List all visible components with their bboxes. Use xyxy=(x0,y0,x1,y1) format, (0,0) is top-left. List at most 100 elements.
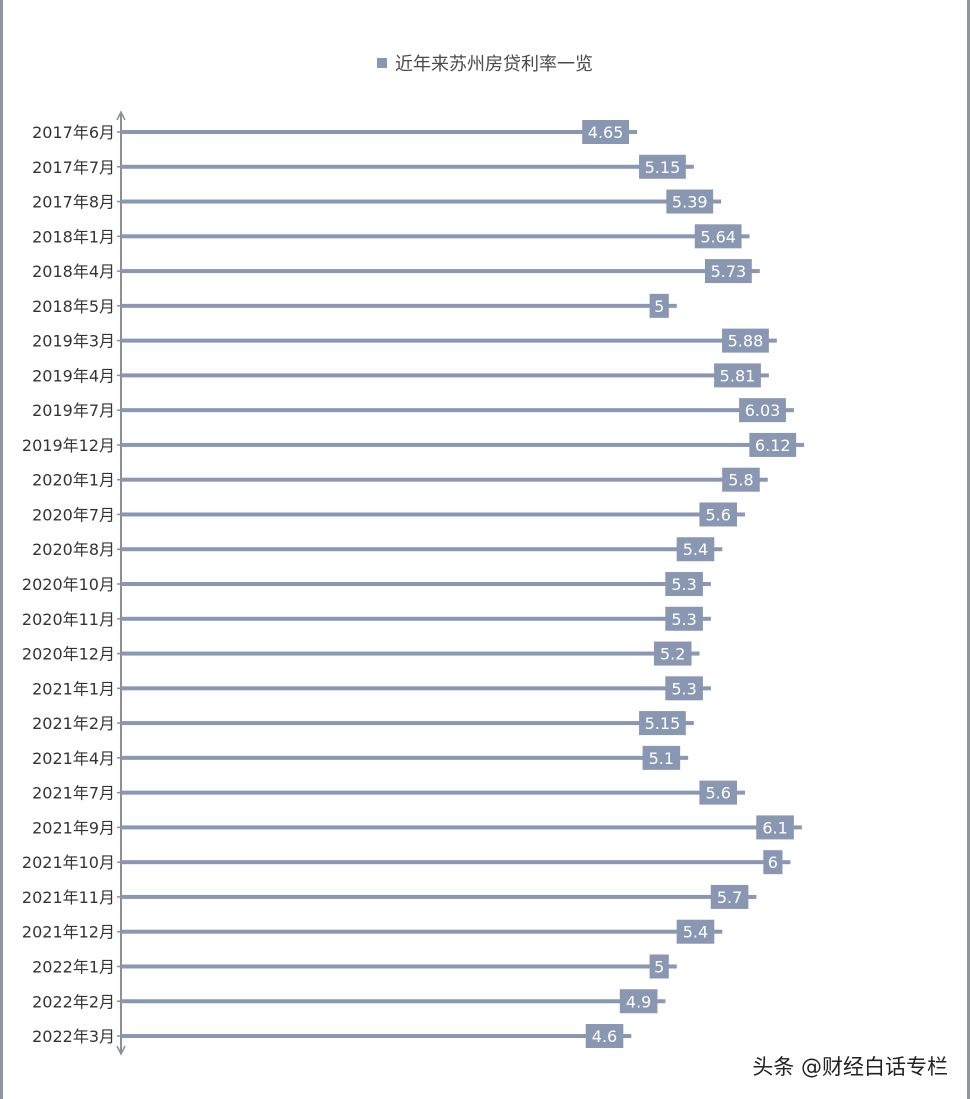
data-label-box xyxy=(722,328,769,353)
data-label-box xyxy=(582,120,629,144)
category-tick-label: 2020年12月 xyxy=(22,645,115,664)
bar xyxy=(121,721,694,726)
data-label-box xyxy=(694,224,742,249)
data-label-box xyxy=(704,259,752,284)
data-label: 5.4 xyxy=(683,540,708,559)
bar xyxy=(121,686,711,691)
bar xyxy=(121,651,700,656)
bar xyxy=(121,755,689,760)
category-tick-label: 2021年4月 xyxy=(32,749,115,768)
bar xyxy=(121,1034,632,1039)
data-label-box xyxy=(710,884,749,909)
category-tick-label: 2020年8月 xyxy=(32,540,115,559)
data-label-box xyxy=(585,1024,624,1049)
data-label: 5.15 xyxy=(645,158,681,177)
bar xyxy=(121,338,777,343)
category-tick-label: 2020年11月 xyxy=(22,610,115,629)
category-tick-label: 2019年3月 xyxy=(32,332,115,351)
data-label-box xyxy=(639,711,686,736)
bar xyxy=(121,408,794,413)
data-label-box xyxy=(666,189,714,214)
bar xyxy=(121,790,746,795)
category-tick-label: 2017年7月 xyxy=(32,158,115,177)
data-label-box xyxy=(676,919,715,944)
bar xyxy=(121,442,805,447)
bar xyxy=(121,373,769,378)
bar xyxy=(121,477,768,482)
y-axis-arrow-bottom xyxy=(116,1045,126,1056)
data-label: 5 xyxy=(654,297,664,316)
data-label: 6.12 xyxy=(755,436,791,455)
data-label-box xyxy=(699,780,738,805)
data-label: 5.7 xyxy=(717,888,742,907)
watermark: 头条 @财经白话专栏 xyxy=(752,1055,948,1079)
category-tick-label: 2019年12月 xyxy=(22,436,115,455)
category-tick-label: 2018年1月 xyxy=(32,227,115,246)
bar xyxy=(121,234,750,239)
data-label: 4.9 xyxy=(626,992,651,1011)
data-label-box xyxy=(676,537,715,562)
data-label: 5.6 xyxy=(705,784,730,803)
data-label: 5.8 xyxy=(728,471,753,490)
data-label: 5.88 xyxy=(728,332,764,351)
data-label-box xyxy=(739,398,786,423)
category-tick-label: 2020年10月 xyxy=(22,575,115,594)
bar xyxy=(121,199,722,204)
legend-swatch xyxy=(377,58,387,68)
category-tick-label: 2019年7月 xyxy=(32,401,115,420)
bar xyxy=(121,582,711,587)
data-label: 5.39 xyxy=(672,193,708,212)
y-axis-arrow-top xyxy=(116,110,126,121)
data-label-box xyxy=(756,815,794,840)
category-tick-label: 2022年2月 xyxy=(32,992,115,1011)
category-tick-label: 2019年4月 xyxy=(32,366,115,385)
bar xyxy=(121,929,723,934)
category-tick-label: 2021年2月 xyxy=(32,714,115,733)
category-tick-label: 2020年1月 xyxy=(32,471,115,490)
category-tick-label: 2017年8月 xyxy=(32,193,115,212)
data-label-box xyxy=(714,363,761,388)
data-label-box xyxy=(649,293,669,318)
data-label: 5.3 xyxy=(671,610,696,629)
chart-legend: 近年来苏州房贷利率一览 xyxy=(0,50,970,76)
data-label: 5.2 xyxy=(660,645,685,664)
category-tick-label: 2018年5月 xyxy=(32,297,115,316)
data-label: 5.73 xyxy=(711,262,747,281)
data-label-box xyxy=(699,502,738,527)
bar xyxy=(121,130,637,134)
bar xyxy=(121,825,802,830)
data-label-box xyxy=(639,154,686,179)
data-label: 4.65 xyxy=(588,123,624,142)
data-label-box xyxy=(642,745,681,770)
bar xyxy=(121,512,746,517)
data-label: 5.3 xyxy=(671,575,696,594)
legend-label: 近年来苏州房贷利率一览 xyxy=(395,54,593,75)
data-label: 6.1 xyxy=(762,818,787,837)
bar xyxy=(121,164,694,169)
category-tick-label: 2020年7月 xyxy=(32,505,115,524)
bar xyxy=(121,303,677,308)
bar xyxy=(121,894,757,899)
data-label-box xyxy=(722,467,760,492)
category-tick-label: 2018年4月 xyxy=(32,262,115,281)
data-label: 6 xyxy=(768,853,778,872)
data-label-box xyxy=(763,850,783,875)
data-label-box xyxy=(665,606,703,631)
data-label: 5.6 xyxy=(705,505,730,524)
data-label: 5.3 xyxy=(671,679,696,698)
bar xyxy=(121,547,723,552)
bar xyxy=(121,269,760,274)
data-label: 5.15 xyxy=(645,714,681,733)
category-tick-label: 2021年9月 xyxy=(32,818,115,837)
data-label: 5.64 xyxy=(700,227,736,246)
data-label-box xyxy=(653,641,692,666)
data-label-box xyxy=(619,989,658,1014)
category-tick-label: 2021年10月 xyxy=(22,853,115,872)
bar xyxy=(121,616,711,621)
category-tick-label: 2021年11月 xyxy=(22,888,115,907)
data-label-box xyxy=(665,676,703,701)
data-label-box xyxy=(749,432,797,457)
data-label: 5.4 xyxy=(683,923,708,942)
